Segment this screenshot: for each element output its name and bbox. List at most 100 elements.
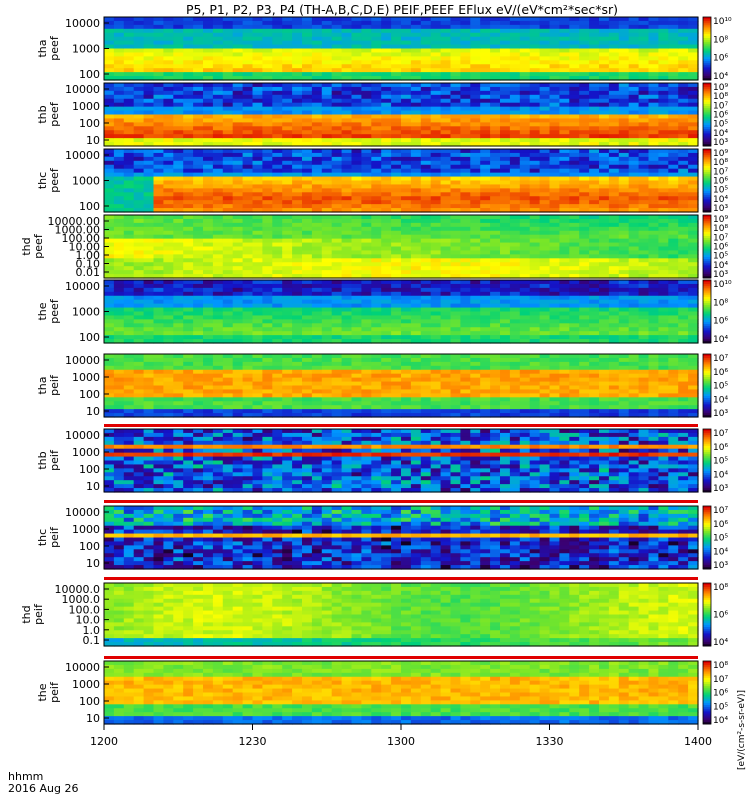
heatmap-cell [203, 274, 214, 279]
heatmap-cell [143, 152, 155, 158]
heatmap-cell [500, 319, 511, 324]
heatmap-cell [500, 138, 511, 143]
heatmap-cell [232, 230, 244, 236]
heatmap-cell [282, 339, 293, 344]
heatmap-cell [183, 262, 194, 267]
heatmap-cell [559, 307, 570, 313]
heatmap-cell [500, 230, 511, 236]
heatmap-cell [440, 76, 452, 81]
heatmap-cell [599, 287, 610, 293]
heatmap-cell [440, 83, 452, 88]
heatmap-cell [440, 204, 452, 209]
heatmap-cell [638, 192, 650, 197]
heatmap-cell [252, 90, 263, 96]
heatmap-cell [450, 76, 461, 81]
heatmap-cell [608, 98, 620, 104]
heatmap-cell [252, 83, 263, 88]
heatmap-cell [490, 142, 501, 147]
heatmap-cell [262, 319, 273, 324]
heatmap-cell [658, 196, 669, 201]
heatmap-cell [222, 291, 234, 297]
colorbar-swatch [703, 252, 711, 256]
heatmap-cell [341, 323, 353, 328]
heatmap-cell [113, 36, 125, 42]
heatmap-cell [519, 250, 531, 255]
heatmap-cell [559, 138, 570, 143]
heatmap-cell [212, 83, 224, 88]
heatmap-cell [143, 28, 155, 34]
heatmap-cell [490, 262, 501, 267]
heatmap-cell [183, 331, 194, 336]
heatmap-cell [351, 60, 362, 65]
heatmap-cell [628, 32, 640, 38]
heatmap-cell [282, 64, 293, 69]
heatmap-cell [272, 20, 283, 26]
heatmap-cell [618, 291, 630, 297]
heatmap-cell [282, 200, 293, 205]
heatmap-cell [529, 280, 541, 285]
heatmap-cell [292, 160, 303, 166]
heatmap-cell [599, 130, 610, 135]
heatmap-cell [143, 142, 155, 147]
heatmap-cell [371, 28, 382, 34]
heatmap-cell [509, 196, 521, 201]
heatmap-cell [500, 32, 511, 38]
heatmap-cell [341, 208, 353, 213]
heatmap-cell [113, 315, 125, 320]
heatmap-cell [302, 303, 313, 309]
heatmap-cell [509, 64, 521, 69]
heatmap-cell [292, 335, 303, 340]
heatmap-cell [599, 68, 610, 73]
heatmap-cell [262, 110, 273, 116]
heatmap-cell [539, 40, 551, 46]
heatmap-cell [589, 20, 600, 26]
heatmap-cell [123, 270, 135, 275]
heatmap-cell [331, 76, 343, 81]
heatmap-cell [579, 200, 590, 205]
heatmap-cell [410, 28, 422, 34]
heatmap-cell [212, 72, 224, 77]
colorbar-swatch [703, 143, 711, 147]
heatmap-cell [529, 172, 541, 178]
heatmap-cell [391, 307, 402, 313]
heatmap-cell [123, 192, 135, 197]
heatmap-cell [153, 156, 164, 162]
heatmap-cell [470, 106, 481, 112]
heatmap-cell [579, 262, 590, 267]
heatmap-cell [638, 280, 650, 285]
heatmap-cell [173, 319, 184, 324]
heatmap-cell [242, 254, 254, 259]
heatmap-cell [193, 291, 204, 297]
heatmap-cell [519, 118, 531, 123]
heatmap-cell [302, 204, 313, 209]
heatmap-cell [638, 83, 650, 88]
heatmap-cell [589, 98, 600, 104]
figure-title: P5, P1, P2, P3, P4 (TH-A,B,C,D,E) PEIF,P… [186, 2, 618, 17]
heatmap-cell [470, 110, 481, 116]
heatmap-cell [242, 24, 254, 30]
heatmap-cell [430, 280, 442, 285]
heatmap-cell [529, 283, 541, 289]
heatmap-cell [539, 250, 551, 255]
heatmap-cell [361, 36, 372, 42]
heatmap-cell [678, 122, 689, 127]
heatmap-cell [401, 200, 412, 205]
heatmap-cell [519, 226, 531, 232]
heatmap-cell [262, 196, 273, 201]
heatmap-cell [658, 280, 669, 285]
heatmap-cell [519, 142, 531, 147]
heatmap-cell [212, 68, 224, 73]
heatmap-cell [450, 230, 461, 236]
heatmap-cell [628, 28, 640, 34]
heatmap-cell [222, 315, 234, 320]
heatmap-cell [420, 291, 432, 297]
heatmap-cell [252, 138, 263, 143]
heatmap-cell [559, 48, 570, 54]
heatmap-cell [589, 307, 600, 313]
heatmap-cell [539, 274, 551, 279]
heatmap-cell [529, 60, 541, 65]
heatmap-cell [252, 234, 263, 240]
heatmap-cell [470, 90, 481, 96]
heatmap-cell [133, 142, 145, 147]
